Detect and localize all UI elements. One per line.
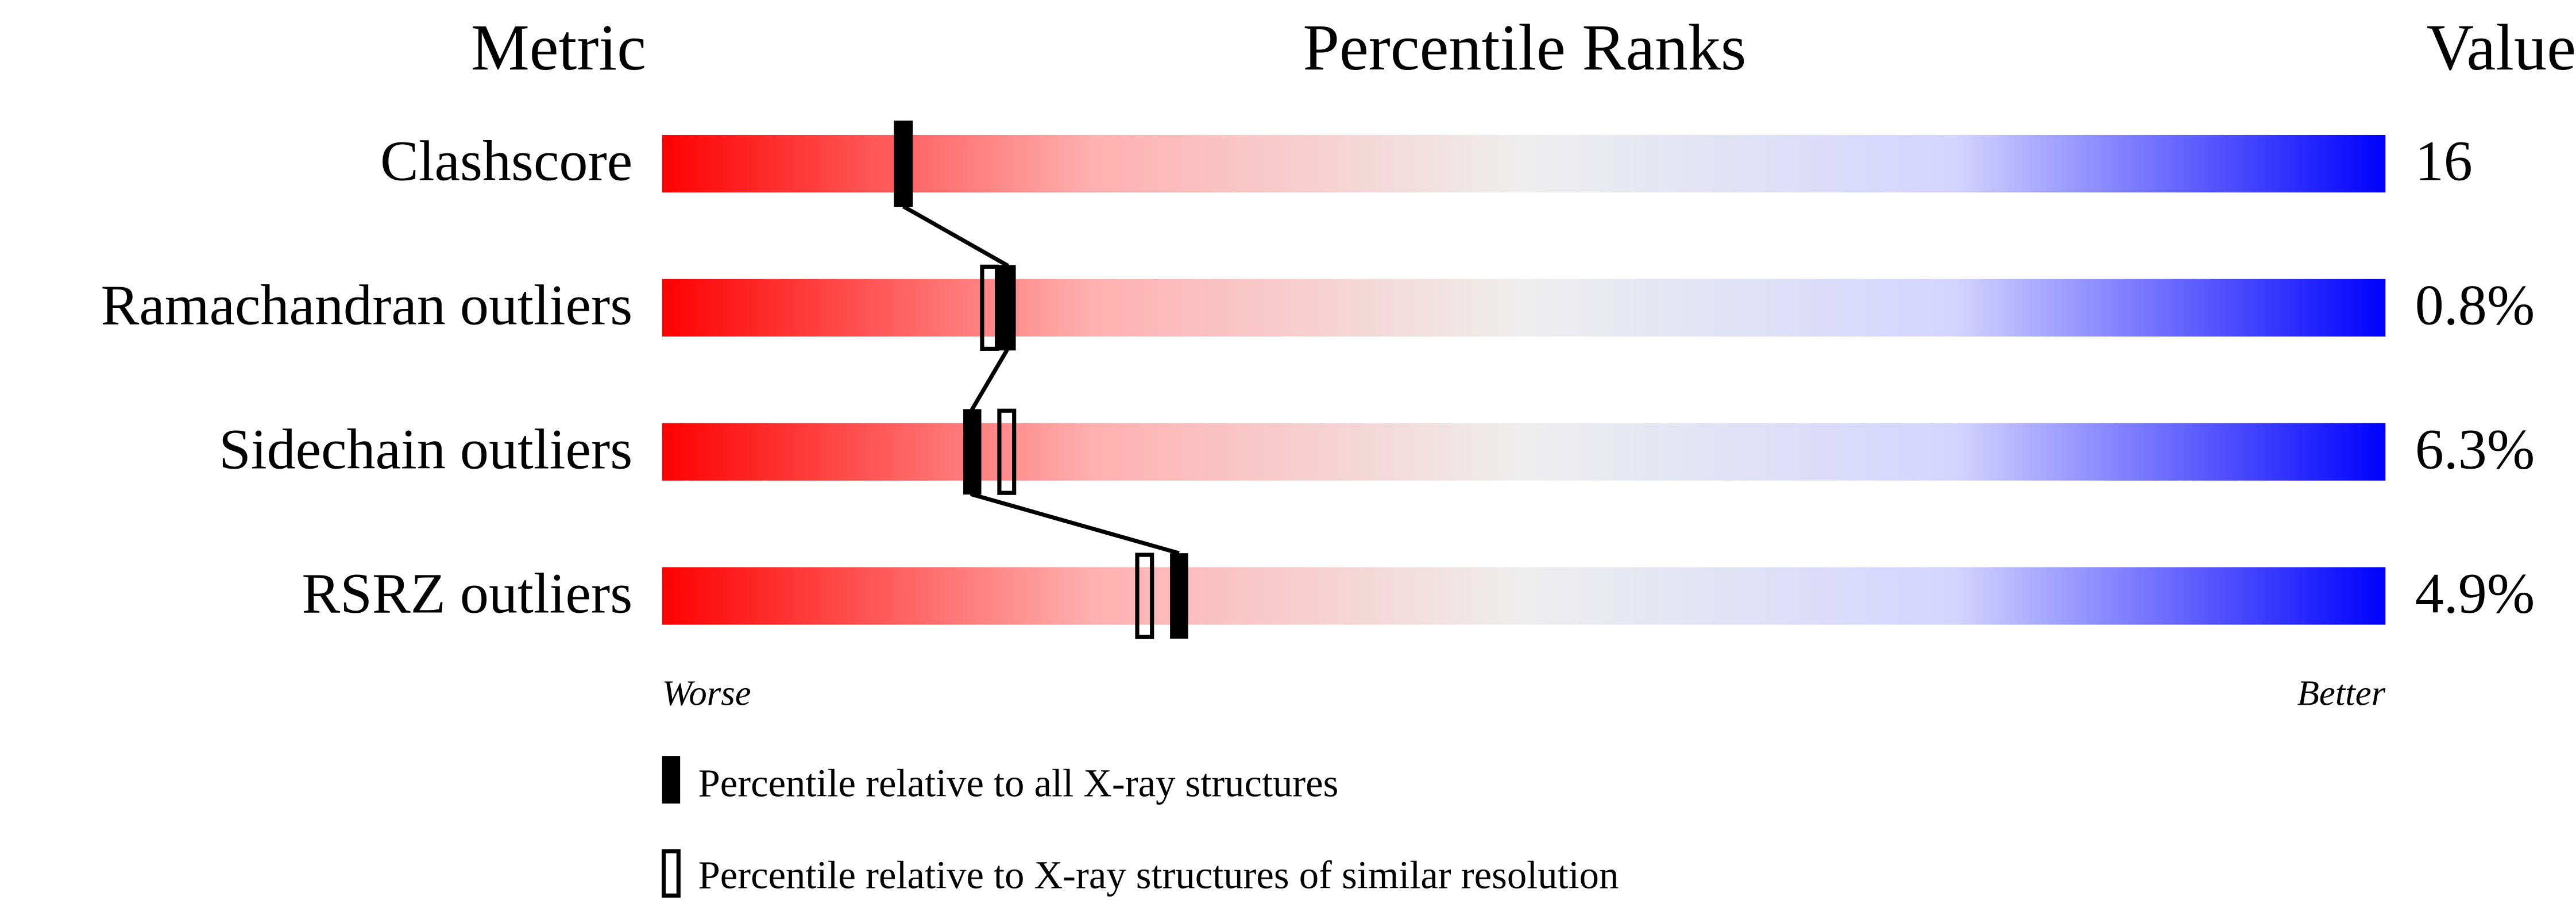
- percentile-bar: [662, 567, 2386, 625]
- column-header: Metric: [471, 11, 646, 84]
- metric-label: Sidechain outliers: [219, 417, 632, 481]
- all-structures-marker: [894, 121, 913, 207]
- similar-resolution-marker: [1135, 553, 1154, 639]
- metric-value: 0.8%: [2415, 273, 2535, 337]
- all-structures-marker: [1170, 553, 1188, 639]
- connector-line: [902, 204, 1180, 555]
- legend-label: Percentile relative to X-ray structures …: [698, 853, 1619, 897]
- column-header: Percentile Ranks: [1303, 11, 1746, 84]
- metric-label: Ramachandran outliers: [101, 273, 633, 337]
- metric-value: 16: [2415, 129, 2473, 193]
- similar-resolution-marker: [997, 408, 1017, 495]
- percentile-bar: [662, 279, 2386, 337]
- metric-value: 4.9%: [2415, 561, 2535, 625]
- all-structures-marker: [963, 409, 982, 495]
- legend-label: Percentile relative to all X-ray structu…: [698, 761, 1339, 805]
- legend-swatch-filled: [662, 756, 681, 804]
- worse-label: Worse: [662, 673, 751, 713]
- percentile-bar: [662, 423, 2386, 481]
- metric-value: 6.3%: [2415, 417, 2535, 481]
- metric-label: RSRZ outliers: [302, 561, 633, 625]
- legend-swatch-open: [661, 849, 681, 898]
- all-structures-marker: [998, 265, 1016, 351]
- similar-resolution-marker: [980, 264, 999, 351]
- metric-label: Clashscore: [380, 129, 632, 193]
- better-label: Better: [2297, 673, 2385, 713]
- percentile-bar: [662, 134, 2386, 193]
- column-header: Value: [2427, 11, 2576, 84]
